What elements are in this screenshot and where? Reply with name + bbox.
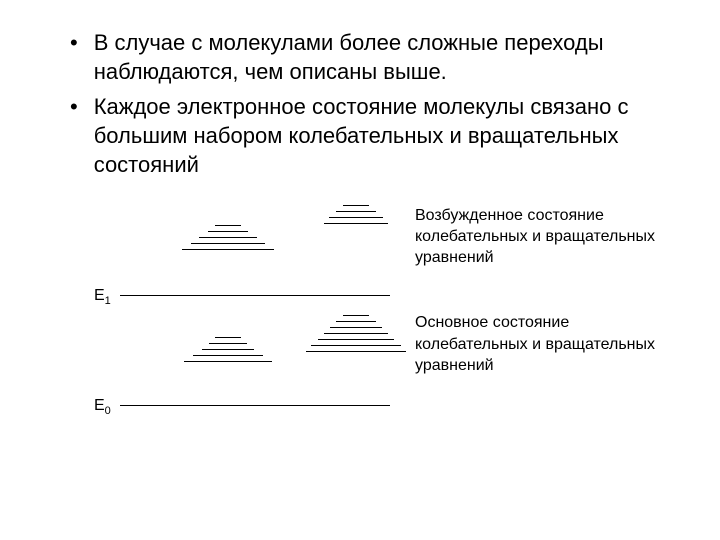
label-e0: E0 xyxy=(94,397,111,417)
vib-rot-level xyxy=(202,349,254,350)
caption-ground: Основное состояние колебательных и враща… xyxy=(415,312,675,375)
bullet-list: • В случае с молекулами более сложные пе… xyxy=(70,28,680,179)
bullet-text: В случае с молекулами более сложные пере… xyxy=(94,28,680,86)
label-e1: E1 xyxy=(94,287,111,307)
vib-rot-level xyxy=(215,337,241,338)
vib-rot-stack xyxy=(306,315,406,352)
vib-rot-level xyxy=(311,345,401,346)
vib-rot-stack xyxy=(182,225,274,250)
caption-column: Возбужденное состояние колебательных и в… xyxy=(415,197,675,376)
label-e0-letter: E xyxy=(94,397,105,414)
energy-diagram xyxy=(120,189,390,419)
caption-excited: Возбужденное состояние колебательных и в… xyxy=(415,205,675,268)
label-e1-sub: 1 xyxy=(105,295,111,307)
vib-rot-level xyxy=(199,237,257,238)
electronic-level-E1 xyxy=(120,295,390,296)
bullet-item: • Каждое электронное состояние молекулы … xyxy=(70,92,680,179)
vib-rot-level xyxy=(215,225,241,226)
vib-rot-level xyxy=(336,321,376,322)
vib-rot-stack xyxy=(184,337,272,362)
vib-rot-level xyxy=(209,343,247,344)
vib-rot-level xyxy=(306,351,406,352)
vib-rot-level xyxy=(193,355,263,356)
vib-rot-level xyxy=(182,249,274,250)
vib-rot-level xyxy=(343,205,369,206)
vib-rot-level xyxy=(324,223,388,224)
vib-rot-level xyxy=(184,361,272,362)
bullet-dot-icon: • xyxy=(70,92,78,122)
vib-rot-level xyxy=(324,333,388,334)
figure-area: E1 E0 Возбужденное состояние колебательн… xyxy=(50,189,670,449)
vib-rot-level xyxy=(330,327,382,328)
electronic-level-E0 xyxy=(120,405,390,406)
label-e1-letter: E xyxy=(94,287,105,304)
vib-rot-level xyxy=(208,231,248,232)
vib-rot-level xyxy=(191,243,265,244)
bullet-dot-icon: • xyxy=(70,28,78,58)
vib-rot-level xyxy=(329,217,383,218)
vib-rot-stack xyxy=(324,205,388,224)
vib-rot-level xyxy=(336,211,376,212)
bullet-item: • В случае с молекулами более сложные пе… xyxy=(70,28,680,86)
bullet-text: Каждое электронное состояние молекулы св… xyxy=(94,92,680,179)
vib-rot-level xyxy=(343,315,369,316)
vib-rot-level xyxy=(318,339,394,340)
label-e0-sub: 0 xyxy=(105,405,111,417)
